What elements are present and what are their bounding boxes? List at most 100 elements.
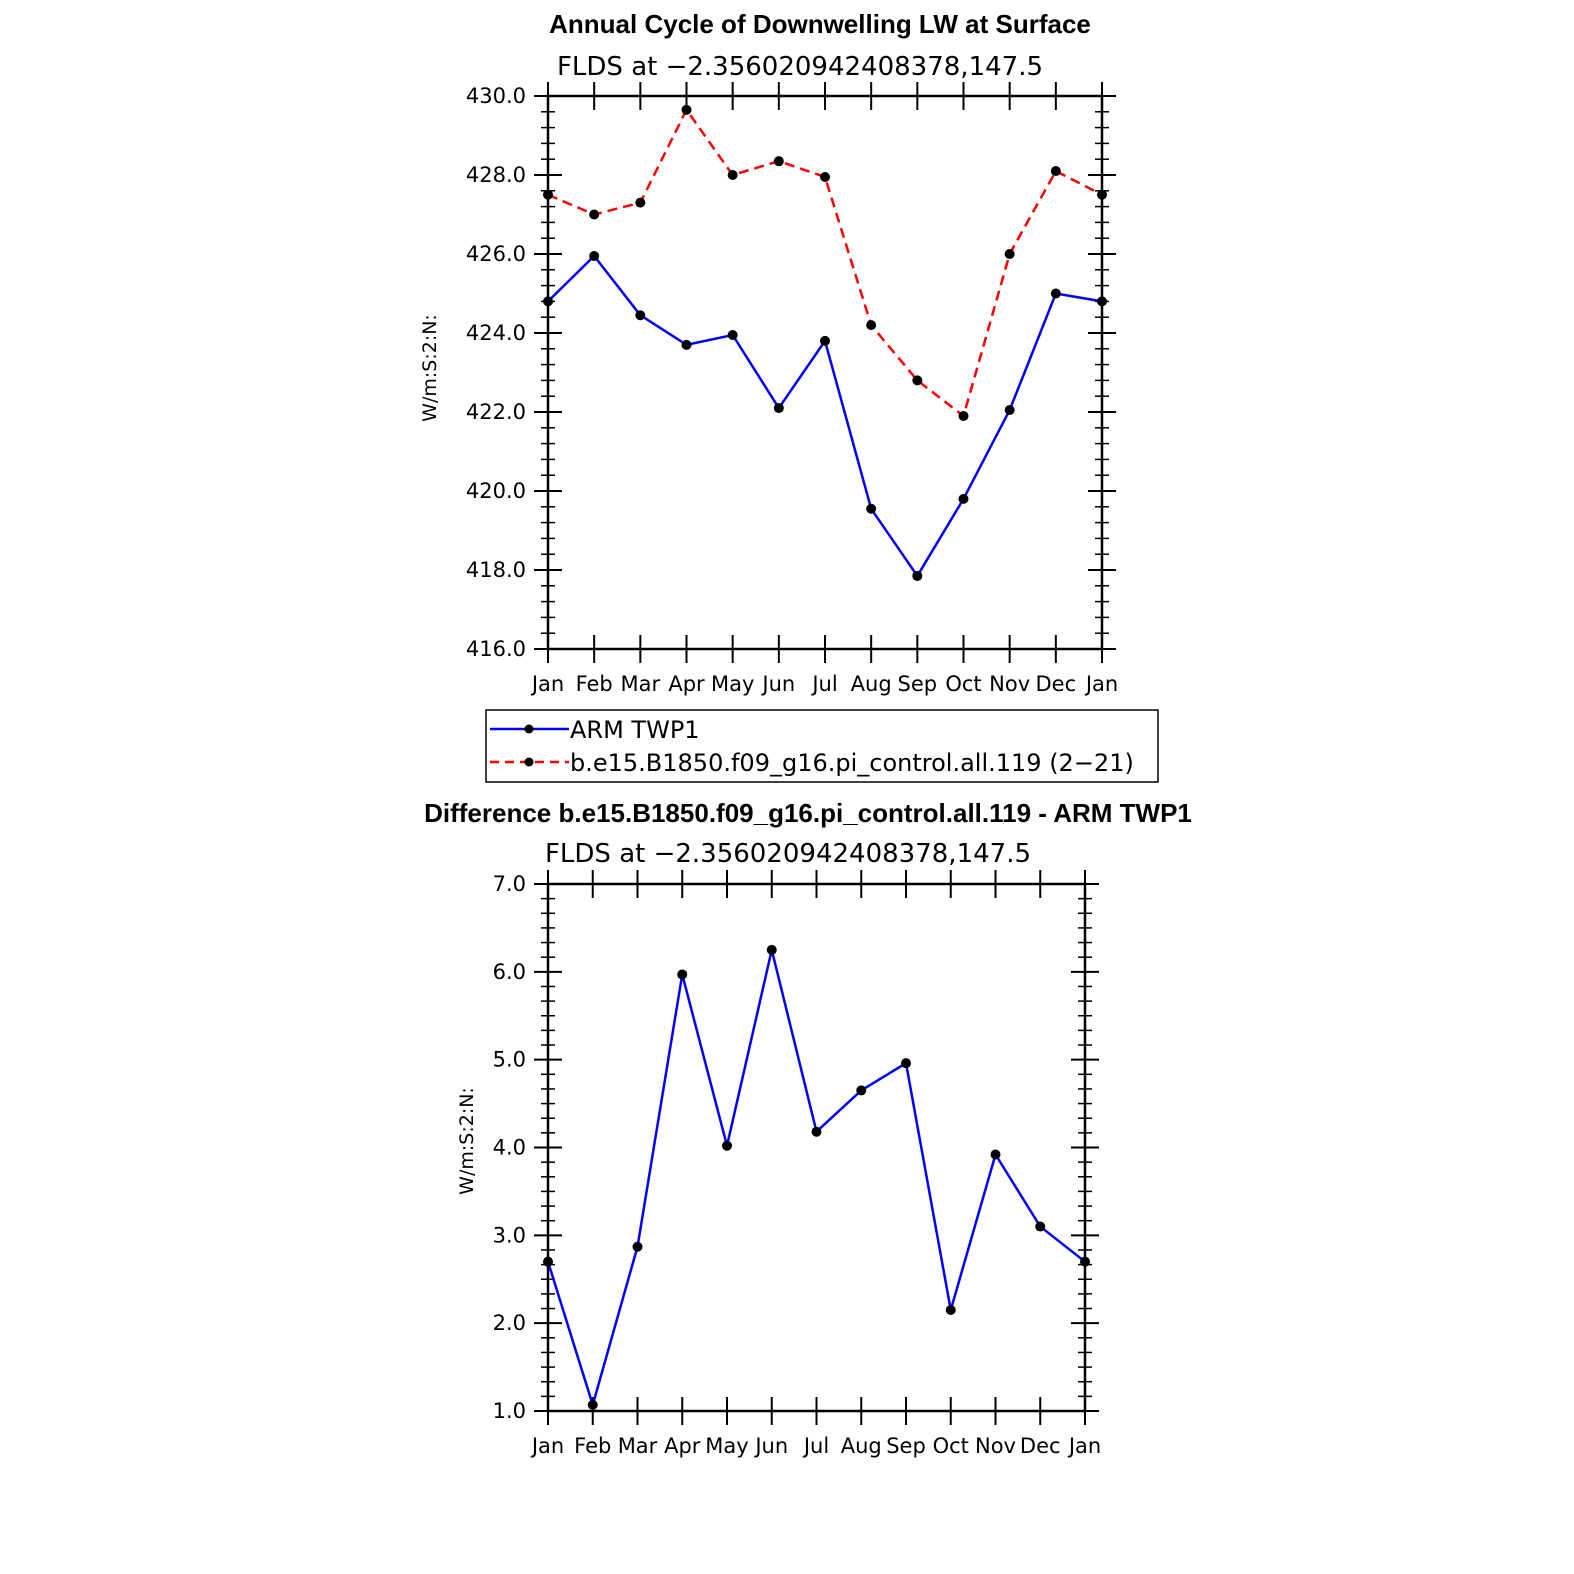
bottom-series-line-0 — [546, 949, 1086, 1410]
bottom-series-0-point — [632, 1241, 643, 1252]
bottom-ytick-label: 4.0 — [493, 1136, 526, 1160]
bottom-xtick-label: Mar — [618, 1434, 658, 1458]
top-series-0-point — [912, 570, 923, 581]
top-series-1-point — [820, 171, 830, 182]
top-series-1-point — [1050, 166, 1061, 177]
legend-box — [485, 709, 1159, 783]
legend: ARM TWP1 b.e15.B1850.f09_g16.pi_control.… — [485, 709, 1159, 783]
bottom-xtick-label: Jul — [802, 1434, 829, 1458]
bottom-xtick-label: Aug — [841, 1434, 882, 1458]
legend-marker-model — [524, 757, 534, 767]
bottom-xtick-label: Nov — [975, 1434, 1016, 1458]
bottom-chart-subtitle: FLDS at −2.356020942408378,147.5 — [545, 839, 1031, 869]
top-ytick-label: 420.0 — [466, 479, 526, 503]
top-chart-plot: 416.0 418.0 420.0 422.0 424.0 426.0 428.0 430.0… — [466, 82, 1118, 696]
bottom-xtick-label: Feb — [574, 1434, 611, 1458]
bottom-chart-panel: Difference b.e15.B1850.f09_g16.pi_contro… — [424, 798, 1192, 1458]
bottom-xtick-label: Jan — [1067, 1434, 1101, 1458]
top-ytick-label: 424.0 — [466, 321, 526, 345]
bottom-series-0-point — [543, 1256, 553, 1267]
top-series-1-point — [727, 170, 738, 180]
top-series-0-point — [1050, 288, 1061, 299]
bottom-chart-ylabel: W/m:S:2:N: — [456, 1087, 478, 1195]
top-series-0-point — [1097, 296, 1107, 307]
bottom-ytick-label: 7.0 — [493, 872, 526, 896]
top-series-0-point — [589, 250, 600, 261]
legend-marker-arm — [524, 724, 534, 734]
bottom-xtick-label: Oct — [933, 1434, 969, 1458]
bottom-xtick-label: Apr — [664, 1434, 701, 1458]
top-chart-panel: Annual Cycle of Downwelling LW at Surfac… — [419, 9, 1159, 783]
top-series-1-point — [635, 197, 646, 208]
bottom-ytick-label: 6.0 — [493, 960, 526, 984]
top-series-1-point — [589, 209, 600, 220]
top-ytick-label: 426.0 — [466, 242, 526, 266]
top-series-1-point — [1097, 189, 1107, 200]
bottom-series-0-point — [677, 969, 688, 980]
bottom-series-0-point — [990, 1149, 1001, 1160]
top-xtick-label: Nov — [989, 672, 1030, 696]
top-series-0-point — [1004, 405, 1015, 416]
top-xtick-label: Feb — [576, 672, 613, 696]
top-ytick-label: 422.0 — [466, 400, 526, 424]
top-xtick-label: Jun — [760, 672, 795, 696]
bottom-series-0-point — [811, 1126, 822, 1137]
bottom-series-0-point — [1080, 1256, 1090, 1267]
bottom-series-0-point — [766, 944, 777, 955]
top-series-0-point — [727, 329, 738, 340]
top-xtick-label: Dec — [1036, 672, 1077, 696]
legend-label-model: b.e15.B1850.f09_g16.pi_control.all.119 (… — [570, 749, 1134, 777]
top-series-1-point — [1004, 249, 1015, 259]
bottom-chart-title: Difference b.e15.B1850.f09_g16.pi_contro… — [424, 798, 1192, 828]
top-series-line-1 — [547, 107, 1103, 419]
top-xtick-label: Jan — [1084, 672, 1118, 696]
bottom-series-0-point — [856, 1085, 867, 1096]
bottom-xtick-label: Dec — [1020, 1434, 1061, 1458]
top-series-0-point — [635, 310, 646, 321]
bottom-xtick-label: Sep — [886, 1434, 926, 1458]
bottom-series-0-point — [587, 1399, 598, 1410]
top-series-1-point — [866, 320, 877, 331]
bottom-ytick-label: 3.0 — [493, 1223, 526, 1247]
top-series-1-point — [912, 375, 923, 386]
top-chart-title: Annual Cycle of Downwelling LW at Surfac… — [549, 9, 1091, 39]
top-chart-ylabel: W/m:S:2:N: — [419, 314, 441, 422]
top-series-0-point — [543, 296, 553, 307]
top-series-0-point — [773, 403, 784, 414]
top-ytick-label: 418.0 — [466, 558, 526, 582]
top-xtick-label: May — [711, 672, 754, 696]
top-ytick-label: 416.0 — [466, 637, 526, 661]
top-ytick-label: 430.0 — [466, 84, 526, 108]
legend-label-arm: ARM TWP1 — [570, 716, 700, 744]
top-xtick-label: Oct — [945, 672, 981, 696]
top-series-0-point — [820, 335, 830, 346]
bottom-xtick-label: Jun — [753, 1434, 788, 1458]
bottom-plot-frame — [546, 882, 1087, 1413]
top-series-1-point — [543, 189, 553, 200]
bottom-series-0-point — [901, 1058, 911, 1069]
top-ytick-label: 428.0 — [466, 163, 526, 187]
top-series-1-point — [681, 104, 692, 115]
top-xtick-label: Aug — [851, 672, 892, 696]
top-series-line-0 — [547, 254, 1103, 579]
top-xtick-label: Mar — [621, 672, 661, 696]
top-xtick-label: Jan — [530, 672, 564, 696]
bottom-chart-plot: 1.0 2.0 3.0 4.0 5.0 6.0 7.0 Jan Feb Mar Apr May Jun J… — [493, 870, 1101, 1458]
bottom-xtick-label: Jan — [530, 1434, 564, 1458]
top-xtick-label: Sep — [898, 672, 938, 696]
top-series-0-point — [958, 493, 969, 504]
top-xtick-label: Apr — [668, 672, 705, 696]
top-chart-subtitle: FLDS at −2.356020942408378,147.5 — [557, 52, 1043, 82]
bottom-xtick-label: May — [705, 1434, 748, 1458]
bottom-series-0-point — [1035, 1221, 1046, 1232]
bottom-series-0-point — [945, 1304, 956, 1315]
bottom-ytick-label: 5.0 — [493, 1048, 526, 1072]
top-series-0-point — [681, 339, 692, 350]
bottom-series-0-point — [722, 1140, 732, 1151]
top-xtick-label: Jul — [810, 672, 837, 696]
top-series-0-point — [866, 503, 877, 514]
top-series-1-point — [958, 410, 969, 421]
bottom-ytick-label: 1.0 — [493, 1399, 526, 1423]
bottom-ytick-label: 2.0 — [493, 1311, 526, 1335]
